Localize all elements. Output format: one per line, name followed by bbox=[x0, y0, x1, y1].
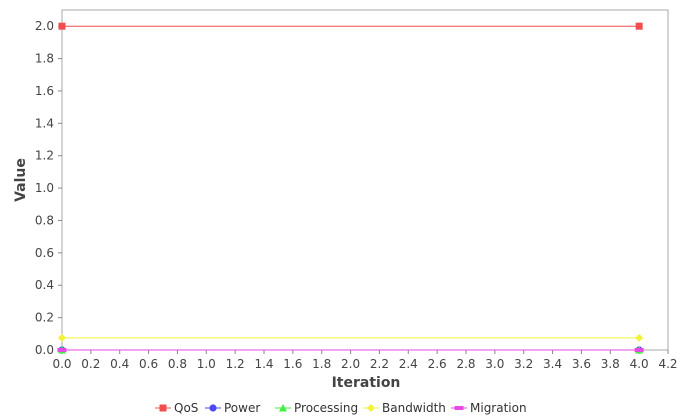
x-tick-label: 1.4 bbox=[254, 357, 273, 371]
plot-area bbox=[61, 9, 669, 351]
y-tick-label: 1.4 bbox=[35, 116, 54, 130]
legend-marker-migration bbox=[454, 406, 464, 410]
legend-label-processing: Processing bbox=[294, 401, 358, 415]
y-tick-label: 0.8 bbox=[35, 213, 54, 227]
series-migration bbox=[57, 348, 644, 352]
y-tick-label: 0.6 bbox=[35, 246, 54, 260]
y-axis-label: Value bbox=[13, 158, 29, 202]
series-qos bbox=[58, 22, 643, 30]
legend-item-migration: Migration bbox=[451, 401, 527, 415]
x-tick-label: 1.0 bbox=[197, 357, 216, 371]
legend-label-migration: Migration bbox=[470, 401, 527, 415]
x-tick-label: 3.4 bbox=[543, 357, 562, 371]
x-tick-label: 2.6 bbox=[428, 357, 447, 371]
x-tick-label: 0.4 bbox=[110, 357, 129, 371]
x-tick-label: 2.0 bbox=[341, 357, 360, 371]
legend-marker-qos bbox=[159, 404, 167, 412]
legend-item-processing: Processing bbox=[275, 401, 358, 415]
x-tick-label: 3.2 bbox=[514, 357, 533, 371]
x-tick-label: 0.2 bbox=[81, 357, 100, 371]
y-tick-label: 0.2 bbox=[35, 311, 54, 325]
x-tick-label: 2.4 bbox=[399, 357, 418, 371]
x-tick-label: 0.0 bbox=[52, 357, 71, 371]
x-tick-label: 4.0 bbox=[630, 357, 649, 371]
legend: QoS Power Processing Bandwidth Migration bbox=[155, 401, 527, 415]
x-tick-label: 3.6 bbox=[572, 357, 591, 371]
data-point-qos bbox=[58, 22, 66, 30]
x-tick-label: 3.8 bbox=[601, 357, 620, 371]
y-tick-label: 1.6 bbox=[35, 84, 54, 98]
legend-marker-processing bbox=[279, 404, 287, 412]
data-point-migration bbox=[634, 348, 644, 352]
y-axis-ticks: 0.0 0.2 0.4 0.6 0.8 1.0 1.2 1.4 1.6 1.8 2.0 bbox=[35, 19, 62, 357]
series-layer bbox=[57, 22, 644, 354]
x-tick-label: 1.2 bbox=[226, 357, 245, 371]
x-tick-label: 2.8 bbox=[456, 357, 475, 371]
x-tick-label: 0.6 bbox=[139, 357, 158, 371]
legend-label-bandwidth: Bandwidth bbox=[382, 401, 446, 415]
legend-marker-power bbox=[209, 404, 217, 412]
y-tick-label: 1.2 bbox=[35, 149, 54, 163]
x-axis-label: Iteration bbox=[332, 375, 401, 391]
y-tick-label: 1.0 bbox=[35, 181, 54, 195]
legend-marker-bandwidth bbox=[367, 404, 375, 412]
x-tick-label: 3.0 bbox=[485, 357, 504, 371]
y-tick-label: 0.4 bbox=[35, 278, 54, 292]
x-tick-label: 4.2 bbox=[658, 357, 677, 371]
legend-item-qos: QoS bbox=[155, 401, 198, 415]
data-point-bandwidth bbox=[635, 333, 644, 342]
legend-label-power: Power bbox=[224, 401, 260, 415]
x-tick-label: 1.6 bbox=[283, 357, 302, 371]
data-point-qos bbox=[635, 22, 643, 30]
x-axis-ticks: 0.0 0.2 0.4 0.6 0.8 1.0 1.2 1.4 1.6 1.8 2.0 2.2 2.4 2… bbox=[52, 350, 678, 371]
x-tick-label: 1.8 bbox=[312, 357, 331, 371]
y-tick-label: 0.0 bbox=[35, 343, 54, 357]
data-point-migration bbox=[57, 348, 67, 352]
legend-item-power: Power bbox=[205, 401, 260, 415]
y-tick-label: 2.0 bbox=[35, 19, 54, 33]
legend-item-bandwidth: Bandwidth bbox=[363, 401, 446, 415]
legend-label-qos: QoS bbox=[174, 401, 198, 415]
series-bandwidth bbox=[58, 333, 644, 342]
data-point-bandwidth bbox=[58, 333, 66, 342]
x-tick-label: 2.2 bbox=[370, 357, 389, 371]
y-tick-label: 1.8 bbox=[35, 52, 54, 66]
x-tick-label: 0.8 bbox=[168, 357, 187, 371]
plot-frame bbox=[61, 9, 669, 351]
